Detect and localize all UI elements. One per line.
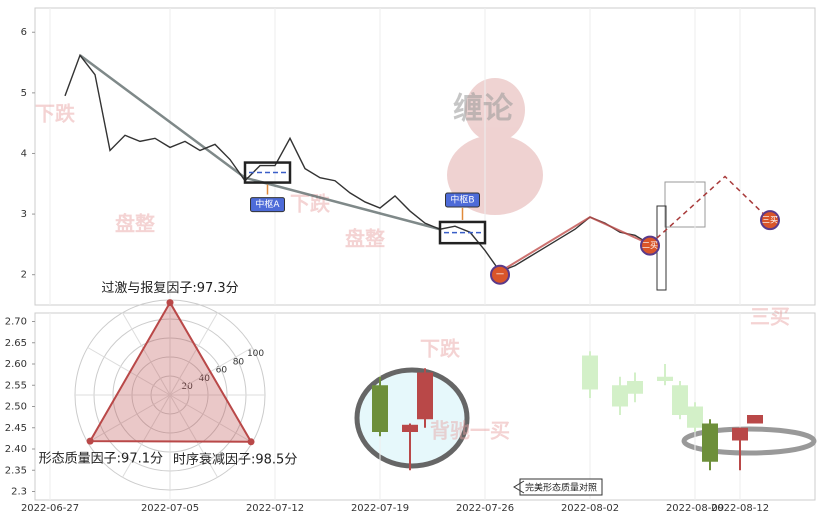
zone-label: 中枢A [255,198,280,210]
x-tick-label: 2022-08-02 [561,503,619,514]
y-tick-label: 4 [21,148,27,159]
candle-body [672,385,688,415]
y-tick-label: 2.35 [5,465,27,476]
candle-body [417,372,433,420]
radar-tick-label: 20 [181,382,193,392]
y-tick-label: 3 [21,209,27,220]
radar-spoke [87,394,171,443]
caption-box [519,478,603,496]
radar-point [86,437,94,445]
caption: 完美形态质量对照 [525,482,597,494]
candle-body [582,355,598,390]
x-tick-label: 2022-07-19 [351,503,409,514]
zone-label-box [445,192,480,208]
radar-point [247,438,255,446]
radar-spoke [169,394,253,443]
y-tick-label: 6 [21,27,27,38]
radar-axis-label: 过激与报复因子:97.3分 [101,281,238,296]
x-tick-label: 2022-08-12 [711,503,769,514]
projection-line [649,175,771,245]
mascot-head [465,78,525,142]
x-tick-label: 2022-06-27 [21,503,79,514]
watermark: 盘整 [345,227,385,251]
y-tick-label: 2.3 [11,487,27,498]
signal-marker [640,235,660,256]
radar-axis-label: 时序衰减因子:98.5分 [173,451,297,467]
candle-body [402,424,418,432]
radar-spoke [122,394,171,478]
radar-tick-label: 100 [247,349,264,359]
inset-frame [664,181,706,228]
watermark: 盘整 [115,212,155,236]
radar-spoke [169,312,218,396]
radar-tick-label: 40 [198,374,210,384]
signal-label: 二买 [642,241,658,250]
radar-axis-label: 形态质量因子:97.1分 [39,452,163,467]
radar-spoke [169,394,218,478]
candle-body [747,415,763,424]
radar-tick-label: 80 [233,357,245,367]
y-tick-label: 2.70 [5,317,27,328]
watermark: 下跌 [420,337,461,361]
price-line [64,53,651,273]
watermark: 缠论 [453,92,514,127]
y-tick-label: 2.60 [5,359,27,370]
y-tick-label: 2.55 [5,380,27,391]
y-tick-label: 2 [21,270,27,281]
radar-tick-label: 60 [216,366,228,376]
caption-arrow [513,480,525,494]
zone-box [243,161,292,184]
candle-body [372,385,388,432]
candle-body [702,423,718,462]
candle-body [612,385,628,407]
zone-label: 中枢B [450,193,474,205]
zone-box [438,220,487,245]
x-tick-label: 2022-08-09 [666,503,724,514]
y-tick-label: 2.50 [5,402,27,413]
rebound-line [499,215,651,273]
signal-marker [760,210,780,231]
signal-label: 三买 [762,216,778,225]
signal-label: 一 [496,270,504,279]
y-tick-label: 5 [21,88,27,99]
highlight-ellipse [681,426,817,456]
candle-body [687,406,703,428]
radar-spoke [87,347,171,396]
y-tick-label: 2.65 [5,338,27,349]
candle-body [657,376,673,381]
radar-area [88,300,253,443]
candle-body [732,427,748,441]
y-tick-label: 2.45 [5,423,27,434]
top-panel [34,7,816,306]
y-tick-label: 2.40 [5,444,27,455]
x-tick-label: 2022-07-12 [246,503,304,514]
candle-body [627,381,643,394]
radar-point [166,299,174,307]
x-tick-label: 2022-07-05 [141,503,199,514]
watermark: 下跌 [35,102,76,126]
radar-spoke [122,312,171,396]
zone-label-box [250,197,285,213]
watermark: 三买 [750,305,790,329]
signal-marker [490,264,510,285]
watermark: 背驰一买 [430,419,510,443]
x-tick-label: 2022-07-26 [456,503,514,514]
